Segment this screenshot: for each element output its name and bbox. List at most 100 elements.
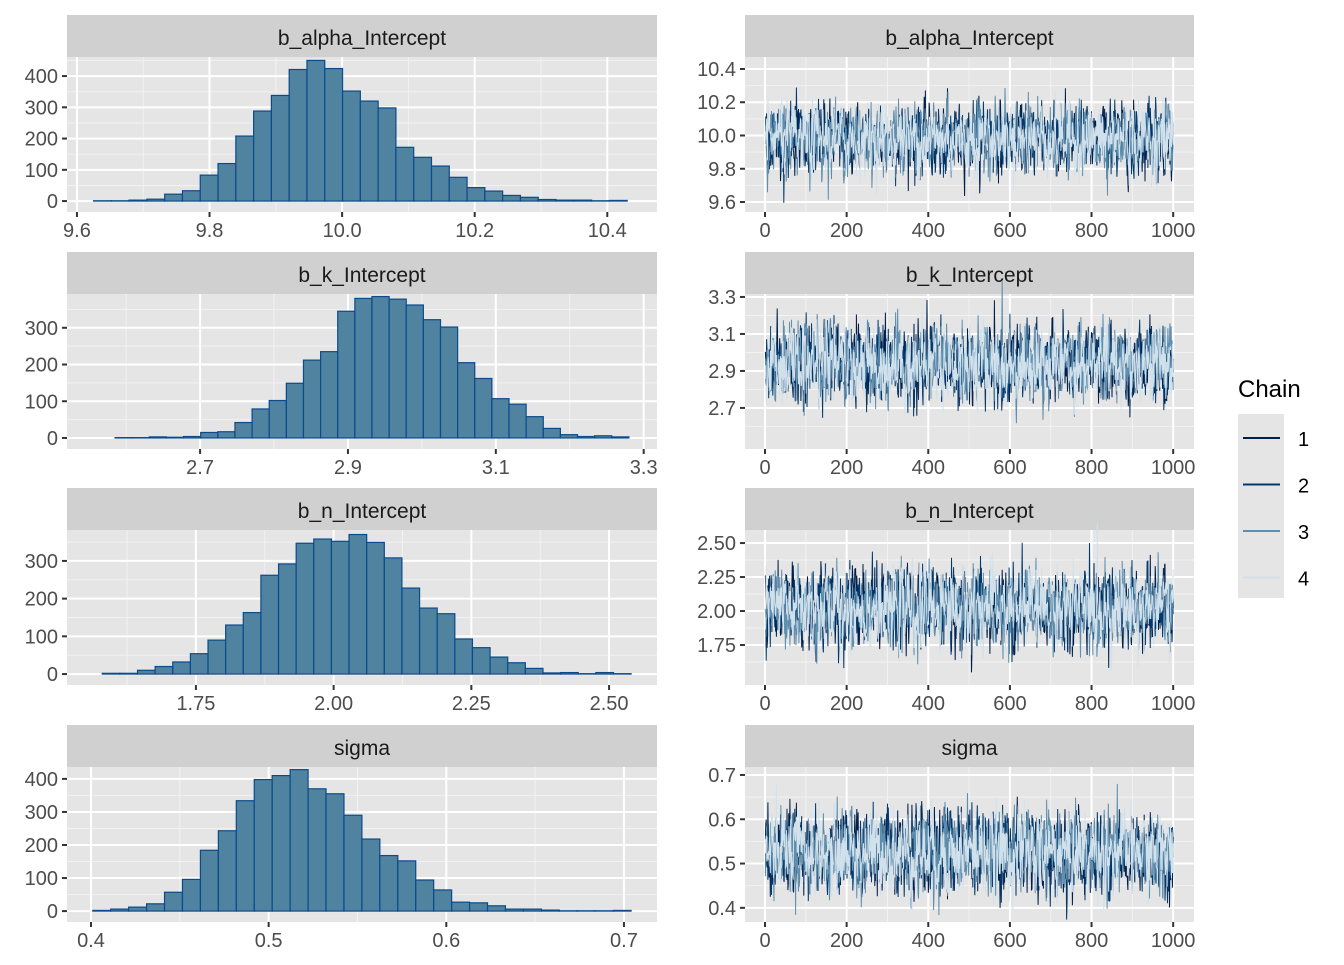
y-tick-label: 0.6 (708, 809, 736, 831)
y-tick-label: 0.5 (708, 854, 736, 876)
histogram-bar (201, 432, 218, 438)
histogram-bar (449, 177, 467, 201)
x-tick-label: 800 (1075, 220, 1108, 242)
y-tick-label: 100 (25, 868, 58, 890)
x-tick-label: 0.5 (255, 930, 283, 952)
histogram-bar (165, 194, 183, 201)
x-tick-label: 2.00 (314, 693, 353, 715)
y-tick-label: 10.0 (697, 125, 736, 147)
histogram-bar (520, 197, 538, 201)
strip-title: sigma (941, 737, 997, 760)
y-tick-label: 9.6 (708, 192, 736, 214)
y-tick-label: 400 (25, 769, 58, 791)
histogram-bar (561, 673, 579, 675)
histogram-bar (218, 831, 236, 911)
y-tick-label: 2.00 (697, 601, 736, 623)
legend-label: 1 (1298, 429, 1309, 451)
histogram-bar (525, 668, 543, 674)
histogram-bar (243, 613, 261, 674)
histogram-bar (416, 880, 434, 911)
histogram-bar (200, 175, 218, 201)
histogram-bar (362, 839, 380, 911)
legend-label: 2 (1298, 476, 1309, 498)
y-tick-label: 0 (47, 191, 58, 213)
histogram-bar (467, 188, 485, 201)
histogram-bar (252, 409, 269, 438)
histogram-bar (166, 437, 183, 438)
x-tick-label: 200 (830, 220, 863, 242)
histogram-bar (541, 910, 559, 911)
y-tick-label: 3.3 (708, 287, 736, 309)
histogram-bar (523, 909, 541, 911)
x-tick-label: 600 (993, 220, 1026, 242)
histogram-bar (396, 147, 414, 201)
histogram-bar (182, 879, 200, 911)
x-tick-label: 2.25 (452, 693, 491, 715)
histogram-bar (595, 436, 612, 438)
histogram-bar (261, 575, 279, 674)
histogram-bar (406, 305, 423, 438)
histogram-bar (331, 541, 349, 674)
histogram-bar (303, 360, 320, 438)
histogram-bar (420, 608, 438, 674)
histogram-bar (184, 437, 201, 438)
histogram-bar (271, 95, 289, 201)
y-tick-label: 0.4 (708, 898, 736, 920)
histogram-bar (440, 327, 457, 438)
histogram-bar (218, 432, 235, 438)
histogram-bar (508, 663, 526, 674)
y-tick-label: 200 (25, 355, 58, 377)
histogram-bar (434, 890, 452, 911)
histogram-bar (308, 789, 326, 911)
y-tick-label: 0 (47, 664, 58, 686)
histogram-bar (578, 437, 595, 438)
x-tick-label: 0 (759, 220, 770, 242)
y-tick-label: 10.4 (697, 59, 736, 81)
histogram-bar (190, 654, 208, 674)
x-tick-label: 3.1 (482, 457, 510, 479)
histogram-bar (398, 861, 416, 911)
histogram-bar (279, 564, 297, 674)
strip-title: b_alpha_Intercept (278, 27, 446, 50)
histogram-bar (389, 299, 406, 438)
histogram-bar (543, 428, 560, 438)
x-tick-label: 1000 (1151, 693, 1196, 715)
x-tick-label: 10.2 (455, 220, 494, 242)
histogram-bar (296, 543, 314, 674)
histogram-bar (367, 542, 385, 674)
x-tick-label: 600 (993, 930, 1026, 952)
y-tick-label: 300 (25, 551, 58, 573)
histogram-bar (431, 166, 449, 201)
legend-label: 4 (1298, 569, 1309, 591)
histogram-bar (290, 770, 308, 911)
strip-title: b_k_Intercept (298, 264, 425, 287)
histogram-bar (543, 673, 561, 674)
histogram-bar (120, 673, 138, 674)
histogram-bar (380, 856, 398, 912)
histogram-bar (384, 558, 402, 674)
histogram-bar (129, 907, 147, 911)
histogram-bar (129, 200, 147, 201)
histogram-bar (321, 352, 338, 438)
histogram-bar (147, 199, 165, 201)
x-tick-label: 200 (830, 457, 863, 479)
histogram-bar (503, 195, 521, 201)
x-tick-label: 400 (912, 693, 945, 715)
histogram-bar (254, 111, 272, 201)
histogram-bar (414, 157, 432, 201)
histogram-bar (344, 815, 362, 911)
y-tick-label: 2.9 (708, 361, 736, 383)
histogram-bar (236, 801, 254, 911)
histogram-bar (505, 909, 523, 911)
x-tick-label: 2.50 (590, 693, 629, 715)
histogram-bar (111, 909, 129, 911)
histogram-bar (147, 904, 165, 911)
x-tick-label: 0.6 (432, 930, 460, 952)
histogram-bar (325, 69, 343, 202)
x-tick-label: 400 (912, 930, 945, 952)
histogram-bar (423, 320, 440, 438)
histogram-bar (560, 435, 577, 438)
y-tick-label: 9.8 (708, 159, 736, 181)
